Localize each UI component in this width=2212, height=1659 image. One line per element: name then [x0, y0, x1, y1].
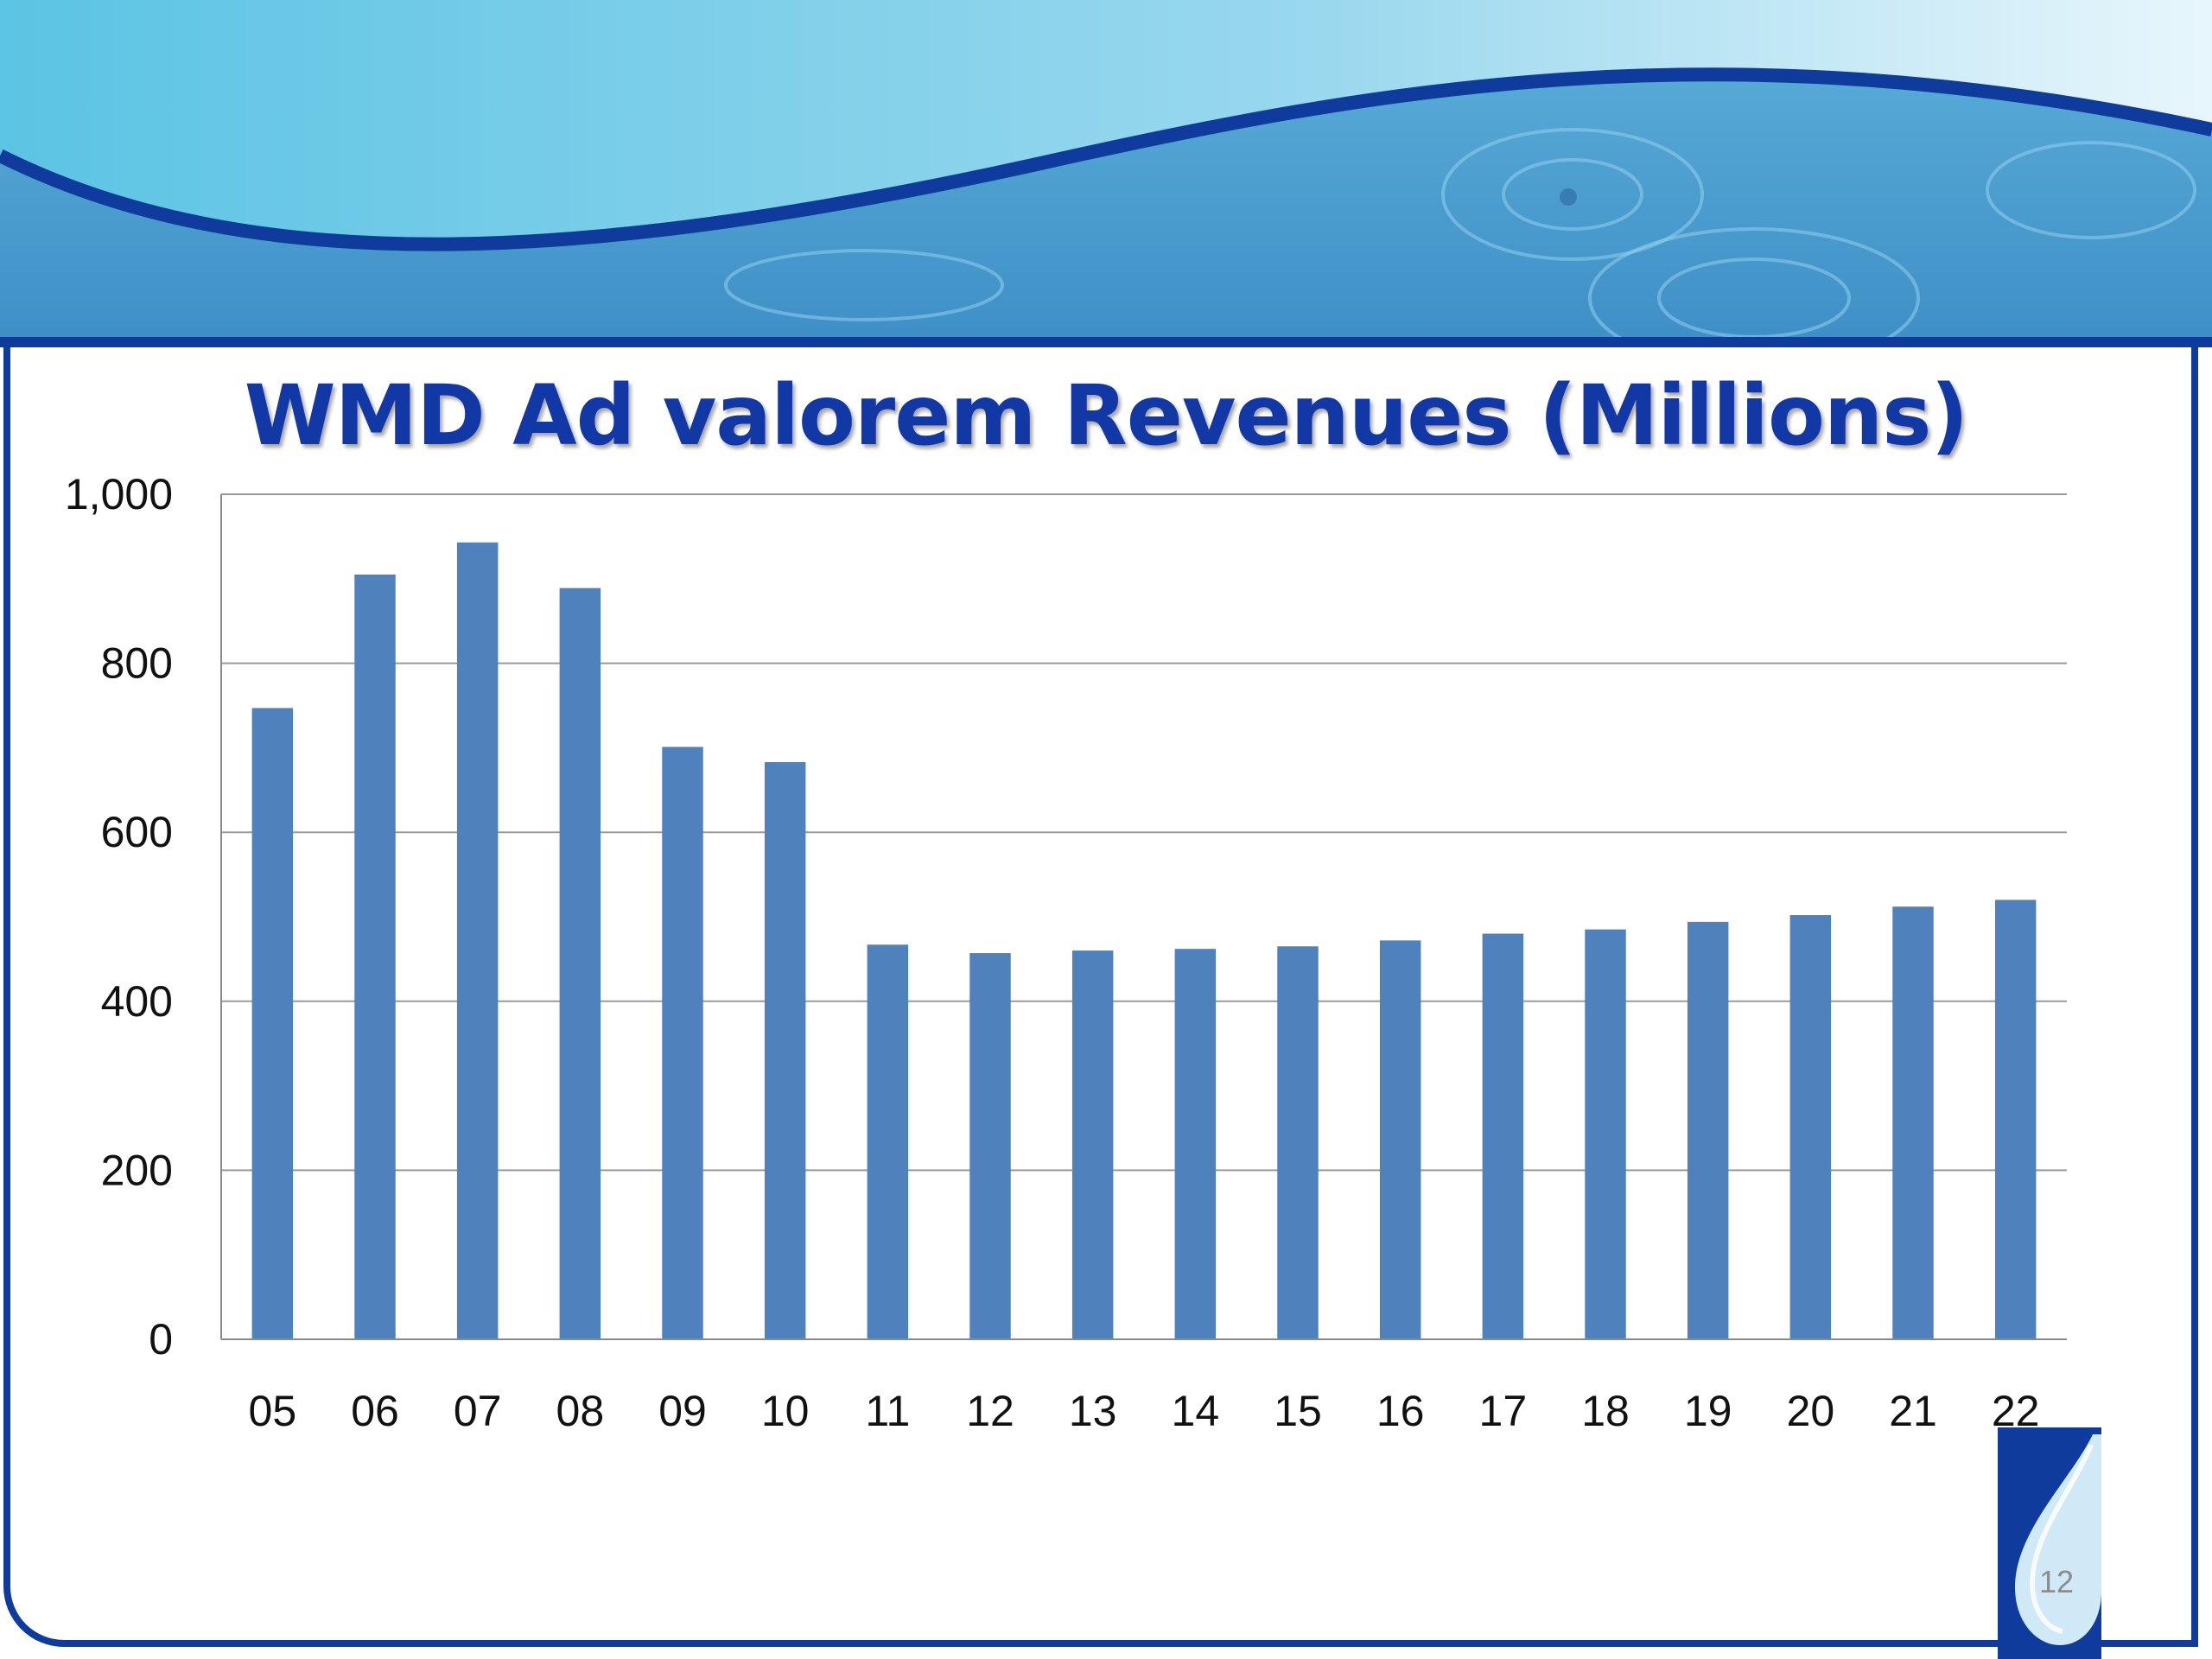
x-tick-label: 17	[1479, 1387, 1528, 1435]
x-tick-label: 22	[1992, 1387, 2040, 1435]
x-tick-label: 11	[865, 1387, 910, 1435]
chart-title: WMD Ad valorem Revenues (Millions)	[244, 367, 1969, 464]
bar-10	[764, 762, 806, 1339]
bar-20	[1789, 915, 1832, 1339]
gridlines	[221, 493, 2067, 1172]
bar-12	[969, 953, 1011, 1339]
x-tick-label: 13	[1069, 1387, 1117, 1435]
water-header-banner	[0, 0, 2212, 363]
axes	[220, 494, 2067, 1340]
x-tick-label: 06	[351, 1387, 399, 1435]
bar-22	[1994, 899, 2037, 1339]
bar-15	[1277, 946, 1319, 1339]
x-tick-label: 05	[249, 1387, 297, 1435]
y-tick-label: 400	[101, 977, 173, 1026]
y-tick-label: 600	[101, 808, 173, 856]
page-number: 12	[2039, 1564, 2075, 1599]
bar-17	[1482, 933, 1524, 1339]
y-tick-label: 800	[101, 639, 173, 688]
water-drop-logo	[1998, 1427, 2101, 1659]
bar-07	[456, 542, 499, 1339]
bar-13	[1071, 950, 1114, 1339]
bar-18	[1585, 929, 1626, 1339]
x-tick-label: 18	[1581, 1387, 1630, 1435]
bar-11	[867, 944, 909, 1339]
y-tick-labels: 0 200 400 600 800 1,000	[65, 470, 173, 1363]
bar-09	[662, 747, 703, 1339]
x-tick-label: 14	[1172, 1387, 1220, 1435]
bar-16	[1379, 940, 1421, 1339]
x-tick-label: 09	[658, 1387, 707, 1435]
bar-21	[1892, 906, 1934, 1339]
bar-19	[1687, 921, 1729, 1339]
x-tick-label: 08	[556, 1387, 605, 1435]
bar-06	[354, 574, 396, 1339]
bar-05	[251, 708, 294, 1339]
x-tick-label: 15	[1274, 1387, 1322, 1435]
x-tick-label: 19	[1684, 1387, 1732, 1435]
x-tick-labels: 05 06 07 08 09 10 11 12 13 14 15 16 17 18 19 20 21 22	[249, 1387, 2040, 1435]
x-tick-label: 16	[1376, 1387, 1425, 1435]
bar-08	[559, 588, 601, 1339]
x-tick-label: 07	[454, 1387, 502, 1435]
x-tick-label: 12	[966, 1387, 1014, 1435]
x-tick-label: 10	[761, 1387, 810, 1435]
y-tick-label: 1,000	[65, 470, 173, 518]
y-tick-label: 200	[101, 1146, 173, 1194]
x-tick-label: 20	[1787, 1387, 1835, 1435]
x-tick-label: 21	[1889, 1387, 1937, 1435]
bar-14	[1174, 949, 1217, 1339]
y-tick-label: 0	[149, 1315, 173, 1363]
bars	[251, 542, 2037, 1339]
slide-frame	[3, 344, 2198, 1647]
